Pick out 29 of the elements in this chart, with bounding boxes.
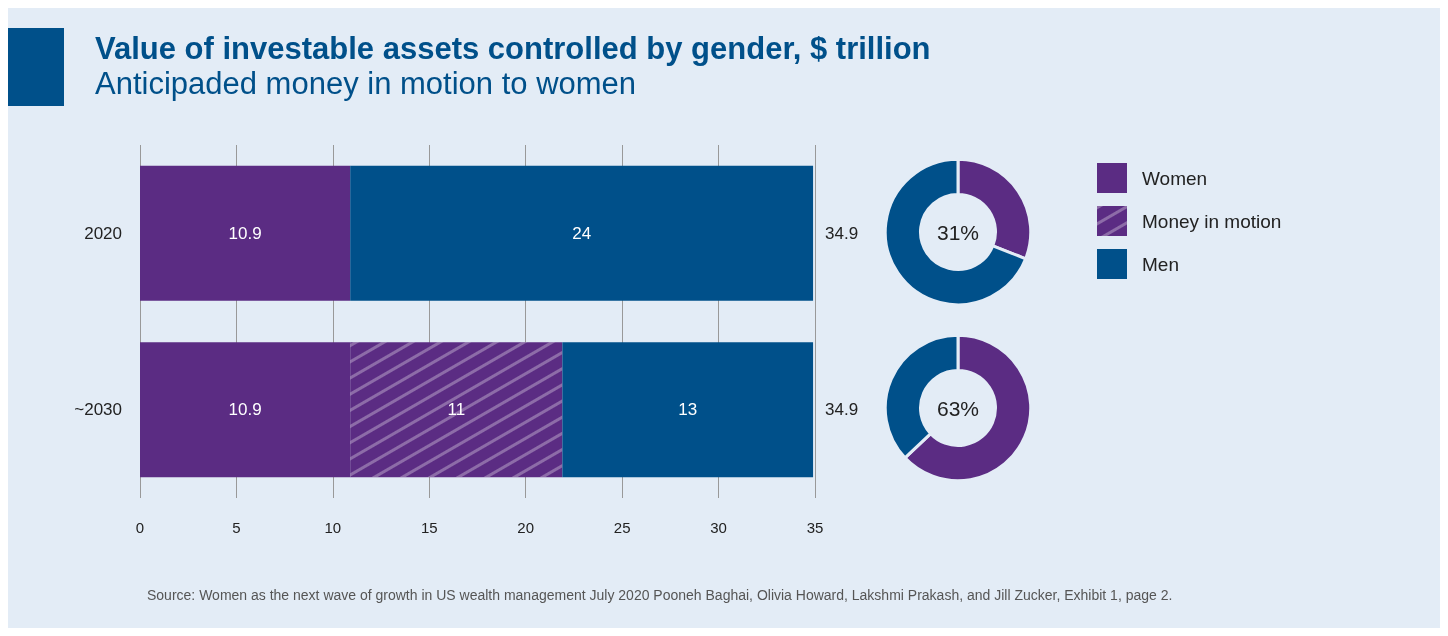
data-label: 10.9 [228,223,262,243]
legend-label: Men [1142,253,1179,275]
chart-title: Value of investable assets controlled by gender, $ trillion [95,31,931,66]
x-tick-label: 0 [135,519,145,536]
y-tick-label: 2020 [84,223,122,243]
x-tick-label: 35 [806,519,824,536]
bar [562,342,814,478]
data-label: 31% [936,220,980,244]
data-label: 13 [678,400,698,420]
data-label: 11 [447,400,466,420]
x-tick-label: 30 [710,519,727,536]
chart-subtitle: Anticipaded money in motion to women [95,66,637,101]
x-tick-label: 15 [420,519,438,536]
bar [140,165,351,301]
legend-label: Money in motion [1142,210,1282,232]
data-label: 24 [572,223,592,243]
total-label: 34.9 [825,223,859,243]
bar [350,165,814,301]
y-tick-label: ~2030 [74,400,122,420]
source-note: Source: Women as the next wave of growth in US wealth management July 2020 Pooneh Baghai, Olivia Howard, Lakshmi Prakash, and Jill Zucker, Exhibit 1, page 2. [147,587,1173,603]
data-label: 63% [936,396,980,420]
legend-label: Women [1142,167,1208,189]
x-tick-label: 5 [232,519,241,536]
x-tick-label: 10 [324,519,342,536]
x-tick-label: 25 [613,519,631,536]
x-tick-label: 20 [517,519,535,536]
total-label: 34.9 [825,400,859,420]
data-label: 10.9 [228,400,262,420]
bar [140,342,351,478]
